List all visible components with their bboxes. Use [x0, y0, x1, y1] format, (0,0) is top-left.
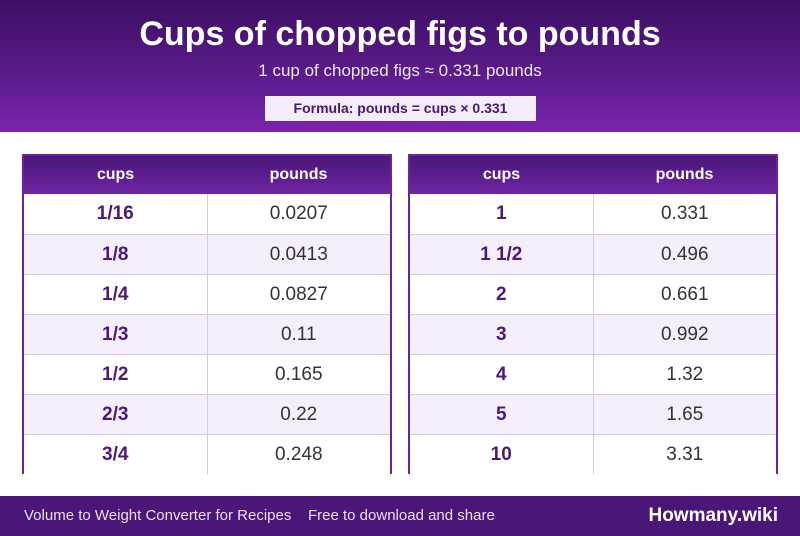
pounds-cell: 0.248 [274, 444, 323, 465]
table-row: 3/4 0.248 [24, 434, 390, 474]
column-header-cups: cups [96, 166, 135, 183]
column-header-pounds: pounds [269, 166, 328, 183]
pounds-cell: 0.22 [280, 404, 318, 425]
table-row: 2/3 0.22 [24, 394, 390, 434]
conversion-table-left: cups pounds 1/16 0.0207 1/8 0.0413 1/4 0.08… [22, 154, 392, 474]
table-row: 10 3.31 [410, 434, 776, 474]
pounds-cell: 0.661 [660, 284, 709, 305]
brand-logo: Howmany.wiki [648, 505, 778, 526]
table-row: 2 0.661 [410, 274, 776, 314]
table-row: 1 1/2 0.496 [410, 234, 776, 274]
table-row: 4 1.32 [410, 354, 776, 394]
pounds-cell: 0.0413 [269, 244, 328, 265]
cups-cell: 4 [410, 355, 594, 394]
cups-cell: 1/3 [24, 315, 208, 354]
column-header-cups: cups [482, 166, 521, 183]
table-header: cups pounds [410, 156, 776, 194]
header-banner: Cups of chopped figs to pounds 1 cup of … [0, 0, 800, 132]
table-header: cups pounds [24, 156, 390, 194]
footer-bar: Volume to Weight Converter for Recipes F… [0, 496, 800, 536]
cups-cell: 2 [410, 275, 594, 314]
footer-note: Free to download and share [308, 507, 495, 524]
table-row: 5 1.65 [410, 394, 776, 434]
pounds-cell: 0.0827 [269, 284, 328, 305]
pounds-cell: 0.331 [660, 203, 709, 224]
pounds-cell: 1.65 [666, 404, 704, 425]
pounds-cell: 3.31 [666, 444, 704, 465]
pounds-cell: 0.992 [660, 324, 709, 345]
pounds-cell: 1.32 [666, 364, 704, 385]
pounds-cell: 0.496 [660, 244, 709, 265]
cups-cell: 1/8 [24, 235, 208, 274]
column-header-pounds: pounds [655, 166, 714, 183]
footer-tagline: Volume to Weight Converter for Recipes [24, 507, 292, 524]
table-row: 1/8 0.0413 [24, 234, 390, 274]
table-row: 3 0.992 [410, 314, 776, 354]
page-title: Cups of chopped figs to pounds [139, 15, 661, 53]
pounds-cell: 0.165 [274, 364, 323, 385]
pounds-cell: 0.0207 [269, 203, 328, 224]
table-row: 1/16 0.0207 [24, 194, 390, 234]
cups-cell: 1 [410, 194, 594, 234]
cups-cell: 2/3 [24, 395, 208, 434]
page-subtitle: 1 cup of chopped figs ≈ 0.331 pounds [258, 61, 542, 80]
cups-cell: 1/4 [24, 275, 208, 314]
cups-cell: 5 [410, 395, 594, 434]
table-row: 1 0.331 [410, 194, 776, 234]
cups-cell: 1/16 [24, 194, 208, 234]
cups-cell: 10 [410, 435, 594, 474]
table-row: 1/2 0.165 [24, 354, 390, 394]
table-row: 1/4 0.0827 [24, 274, 390, 314]
cups-cell: 1/2 [24, 355, 208, 394]
cups-cell: 1 1/2 [410, 235, 594, 274]
formula-badge: Formula: pounds = cups × 0.331 [265, 96, 536, 121]
cups-cell: 3 [410, 315, 594, 354]
table-row: 1/3 0.11 [24, 314, 390, 354]
conversion-table-right: cups pounds 1 0.331 1 1/2 0.496 2 0.661 3 0.… [408, 154, 778, 474]
pounds-cell: 0.11 [280, 324, 317, 345]
cups-cell: 3/4 [24, 435, 208, 474]
